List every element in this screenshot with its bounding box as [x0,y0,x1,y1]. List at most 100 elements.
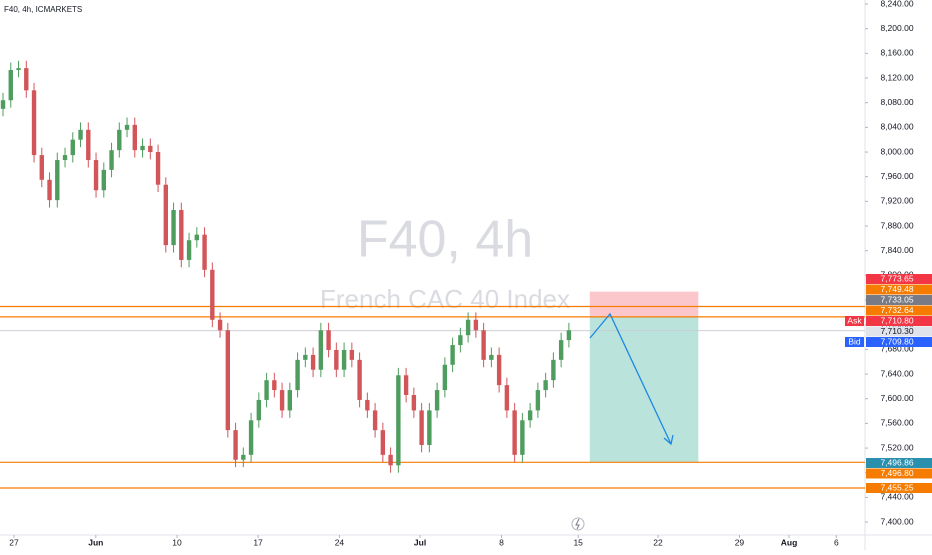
candle-body [8,69,13,101]
price-label-bg [866,274,932,284]
price-label-bg [866,458,932,468]
x-tick-label: 22 [653,537,663,547]
candle-body [566,330,572,341]
candle-body [442,364,448,391]
candle-body [155,152,161,185]
forecast-arrow [589,312,674,446]
candle-body [543,380,548,391]
y-tick-label: 7,880.00 [880,220,913,230]
price-label-bg [866,305,932,316]
candle-body [132,124,138,151]
candle-body [287,390,293,411]
price-tag: Ask [847,315,862,325]
candle-body [179,209,184,260]
candle-body [512,410,517,455]
target-zone [589,316,699,463]
y-tick-label: 8,120.00 [880,72,913,82]
x-tick-label: 17 [253,537,263,547]
replay-icon[interactable] [571,517,585,531]
candle-body [411,395,417,411]
stop-zone [589,291,699,317]
candle-body [70,139,75,156]
candle-body [520,420,525,455]
price-label: 7,749.48 [880,284,913,294]
candle-body [551,359,556,381]
candle-body [434,390,440,411]
candle-body [194,234,200,241]
y-tick-label: 8,200.00 [880,23,913,33]
candle-body [0,100,6,109]
candle-body [124,124,130,130]
candle-body [489,354,494,360]
price-label-bg [866,483,932,493]
price-label: 7,496.80 [880,468,913,478]
candle-body [55,160,60,201]
candle-body [310,354,316,370]
candle-body [241,454,246,460]
y-tick-label: 7,560.00 [880,418,913,428]
candle-body [365,399,370,411]
candle-body [403,375,409,396]
x-tick-label: 6 [834,537,839,547]
price-tag-bg [845,316,864,326]
candle-body [78,129,83,140]
price-label-bg [866,284,932,295]
candle-body [140,145,145,151]
candle-body [248,420,254,455]
candle-body [527,410,533,421]
candle-body [233,430,238,460]
y-tick-label: 8,080.00 [880,97,913,107]
price-label: 7,710.80 [880,315,913,325]
candle-body [349,349,355,360]
price-label: 7,496.86 [880,457,913,467]
price-label-bg [866,295,932,305]
y-tick-label: 7,960.00 [880,171,913,181]
candle-body [225,330,231,431]
candle-body [264,380,269,400]
candle-body [473,319,479,331]
candle-body [558,340,564,360]
candle-body [210,269,215,320]
candle-body [24,68,29,91]
y-tick-label: 7,840.00 [880,245,913,255]
candle-body [101,169,106,191]
price-tag-bg [845,337,864,347]
watermark: F40, 4h [357,211,533,269]
candle-body [109,150,114,170]
candle-body [357,359,362,400]
y-tick-label: 8,160.00 [880,48,913,58]
candle-body [31,90,37,156]
candle-body [465,319,471,336]
candle-body [256,399,262,421]
candle-body [419,410,424,445]
candle-body [279,390,285,411]
y-tick-label: 7,600.00 [880,393,913,403]
candle-body [202,234,207,270]
price-label: 7,709.80 [880,336,913,346]
candle-body [217,319,223,331]
candle-body [272,380,277,391]
price-tag: Bid [848,336,861,346]
candle-body [496,354,502,386]
candle-body [450,345,455,365]
candle-body [380,430,386,455]
x-tick-label: 27 [9,537,19,547]
price-label: 7,773.65 [880,273,913,283]
symbol-title: F40, 4h, ICMARKETS [4,5,82,14]
x-tick-label: 29 [735,537,745,547]
candle-body [39,155,44,180]
candle-body [458,335,463,346]
y-tick-label: 7,920.00 [880,196,913,206]
candle-body [16,68,21,70]
price-label: 7,455.25 [880,482,913,492]
candle-body [388,454,393,466]
candle-body [481,330,486,360]
candle-body [372,410,378,431]
candle-body [86,129,91,161]
candle-body [341,349,347,370]
y-tick-label: 8,040.00 [880,122,913,132]
price-label: 7,710.30 [880,326,913,336]
x-tick-label: 8 [499,537,504,547]
y-tick-label: 7,680.00 [880,344,913,354]
